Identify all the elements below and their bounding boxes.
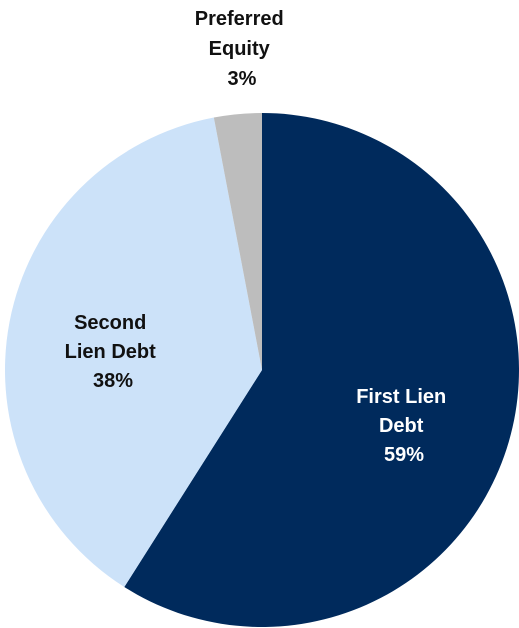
pie-slice-preferred-equity — [213, 113, 262, 370]
slice-label-preferred-equity: Preferred Equity 3% — [195, 8, 290, 90]
pie-slice-first-lien-debt — [124, 113, 519, 627]
slice-label-first-lien-debt: First Lien Debt 59% — [356, 386, 452, 466]
pie-slices — [4, 113, 519, 627]
slice-label-second-lien-debt: Second Lien Debt 38% — [65, 312, 162, 392]
pie-slice-second-lien-debt — [4, 117, 262, 587]
